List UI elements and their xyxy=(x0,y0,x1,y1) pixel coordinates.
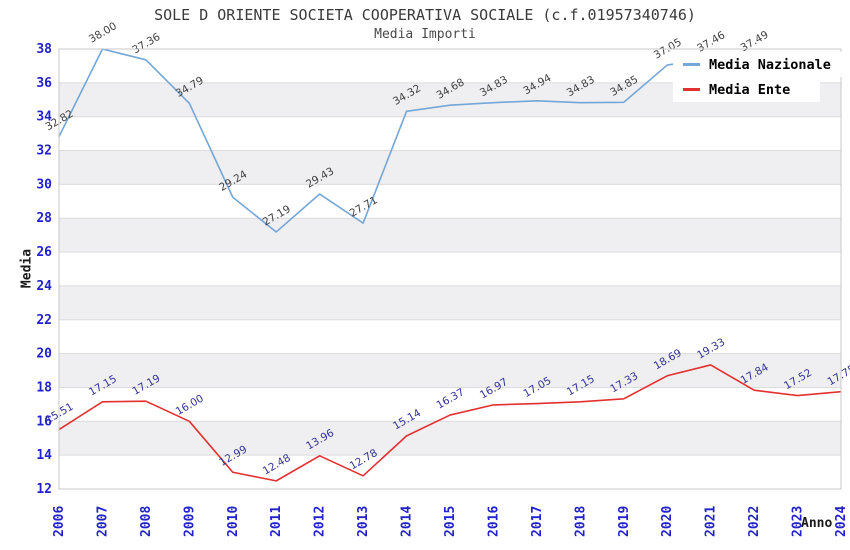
x-tick-label: 2023 xyxy=(791,506,806,537)
legend-label: Media Nazionale xyxy=(709,56,831,73)
x-tick-label: 2013 xyxy=(356,506,371,537)
x-tick-label: 2009 xyxy=(182,506,197,537)
x-tick-label: 2024 xyxy=(834,506,849,537)
y-tick-label: 36 xyxy=(36,76,52,91)
y-tick-label: 28 xyxy=(36,211,52,226)
y-tick-label: 18 xyxy=(36,380,52,395)
y-tick-label: 34 xyxy=(36,110,52,125)
media-ente-line xyxy=(58,364,842,482)
plot-band xyxy=(59,353,841,388)
x-tick-label: 2006 xyxy=(52,506,67,537)
x-tick-label: 2010 xyxy=(226,506,241,537)
plot-band xyxy=(59,285,841,320)
plot-band xyxy=(59,150,841,185)
legend-item-media-ente: Media Ente xyxy=(673,77,820,102)
x-tick-label: 2016 xyxy=(486,506,501,537)
x-tick-label: 2015 xyxy=(443,506,458,537)
plot-band xyxy=(59,184,841,219)
plot-band xyxy=(59,116,841,151)
x-tick-label: 2021 xyxy=(704,506,719,537)
x-tick-label: 2007 xyxy=(95,506,110,537)
legend: Media Nazionale Media Ente xyxy=(673,52,850,102)
x-tick-label: 2008 xyxy=(139,506,154,537)
plot-band xyxy=(59,218,841,253)
y-tick-label: 22 xyxy=(36,313,52,328)
plot-band xyxy=(59,252,841,286)
legend-label: Media Ente xyxy=(709,81,791,98)
media-nazionale-line-swatch xyxy=(683,63,700,66)
y-tick-label: 20 xyxy=(36,347,52,362)
plot-band xyxy=(59,421,841,456)
x-tick-label: 2022 xyxy=(747,506,762,537)
y-tick-label: 12 xyxy=(36,482,52,497)
y-tick-label: 38 xyxy=(36,42,52,57)
media-nazionale-line xyxy=(58,48,755,233)
media-ente-line-swatch xyxy=(683,88,700,91)
x-tick-label: 2011 xyxy=(269,506,284,537)
x-tick-label: 2019 xyxy=(617,506,632,537)
data-label: 38.00 xyxy=(87,20,119,45)
y-tick-label: 14 xyxy=(36,448,52,463)
plot-border xyxy=(58,48,842,490)
x-tick-label: 2017 xyxy=(530,506,545,537)
x-axis-label: Anno xyxy=(801,516,833,531)
y-tick-label: 16 xyxy=(36,414,52,429)
y-tick-label: 30 xyxy=(36,177,52,192)
x-tick-label: 2012 xyxy=(313,506,328,537)
y-tick-label: 24 xyxy=(36,279,52,294)
chart-subtitle: Media Importi xyxy=(374,27,476,42)
x-tick-label: 2020 xyxy=(660,506,675,537)
plot-band xyxy=(59,319,841,354)
x-tick-label: 2018 xyxy=(573,506,588,537)
chart-title: SOLE D ORIENTE SOCIETA COOPERATIVA SOCIA… xyxy=(154,6,696,24)
plot-band xyxy=(59,455,841,489)
x-tick-label: 2014 xyxy=(400,506,415,537)
legend-item-media-nazionale: Media Nazionale xyxy=(673,52,850,77)
y-tick-label: 32 xyxy=(36,144,52,159)
y-tick-label: 26 xyxy=(36,245,52,260)
